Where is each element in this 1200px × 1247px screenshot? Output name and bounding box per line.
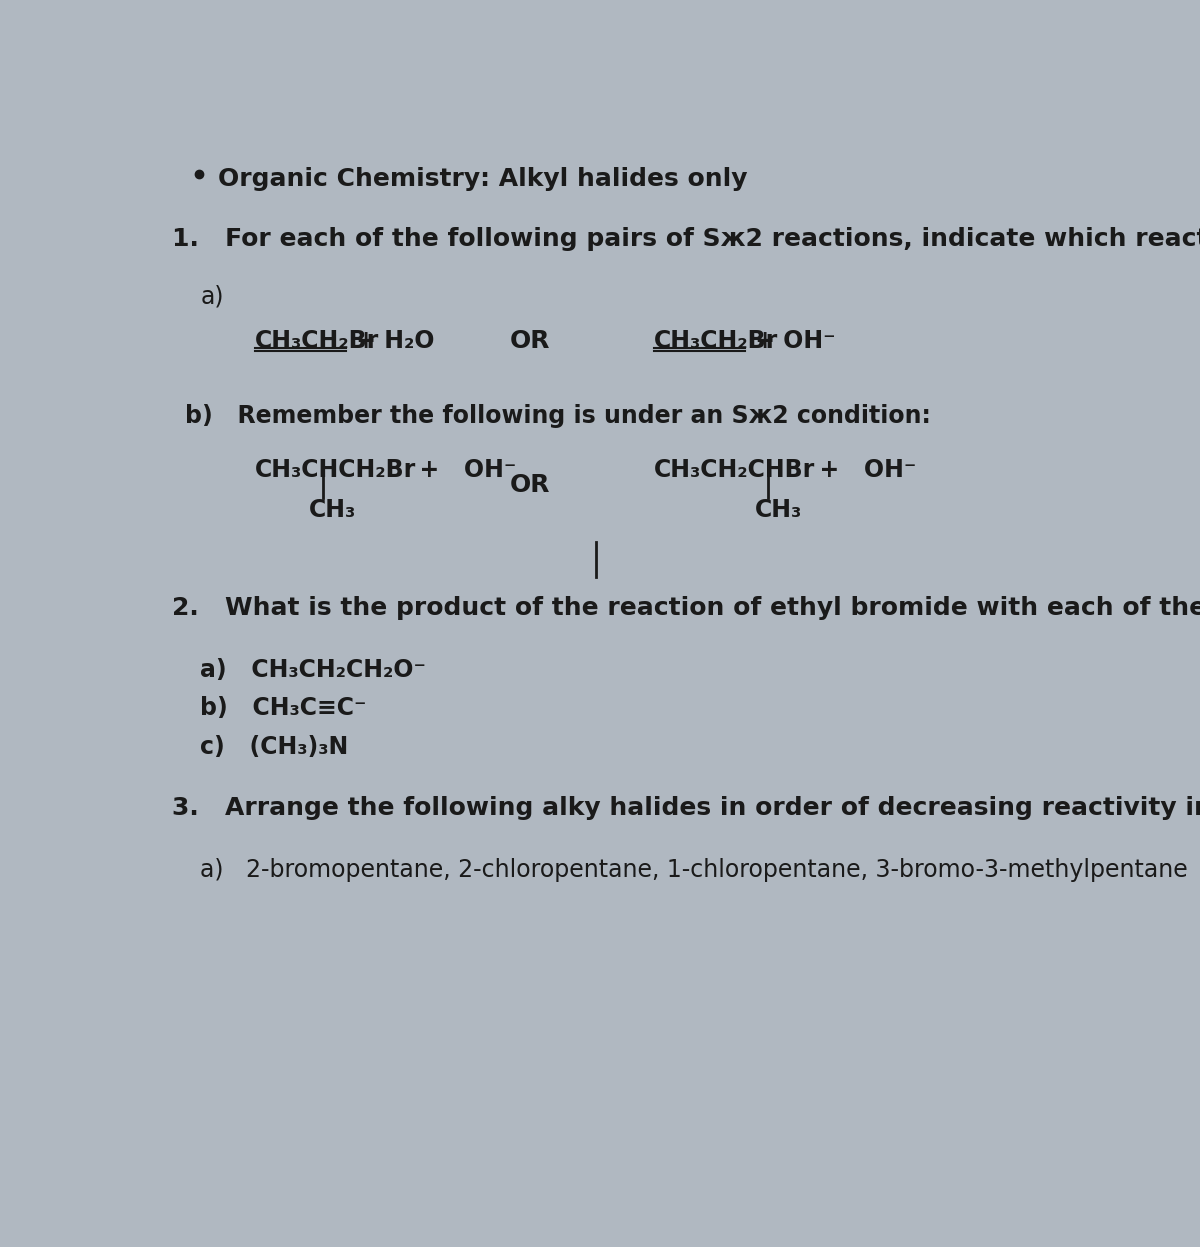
Text: OR: OR bbox=[510, 329, 550, 353]
Text: CH₃: CH₃ bbox=[755, 498, 802, 521]
Text: c)   (CH₃)₃N: c) (CH₃)₃N bbox=[200, 734, 349, 759]
Text: b)   Remember the following is under an Sж2 condition:: b) Remember the following is under an Sж… bbox=[185, 404, 931, 428]
Text: a): a) bbox=[200, 284, 224, 308]
Text: Organic Chemistry: Alkyl halides only: Organic Chemistry: Alkyl halides only bbox=[218, 167, 748, 191]
Text: +   OH⁻: + OH⁻ bbox=[803, 458, 916, 481]
Text: CH₃CH₂Br: CH₃CH₂Br bbox=[254, 329, 379, 353]
Text: + H₂O: + H₂O bbox=[348, 329, 434, 353]
Text: CH₃CHCH₂Br: CH₃CHCH₂Br bbox=[254, 458, 416, 481]
Text: +   OH⁻: + OH⁻ bbox=[403, 458, 517, 481]
Text: OR: OR bbox=[510, 473, 550, 498]
Text: 1.   For each of the following pairs of Sж2 reactions, indicate which reaction o: 1. For each of the following pairs of Sж… bbox=[172, 227, 1200, 251]
Text: CH₃: CH₃ bbox=[308, 498, 356, 521]
Text: 3.   Arrange the following alky halides in order of decreasing reactivity in an : 3. Arrange the following alky halides in… bbox=[172, 797, 1200, 821]
Text: b)   CH₃C≡C⁻: b) CH₃C≡C⁻ bbox=[200, 696, 367, 721]
Text: + OH⁻: + OH⁻ bbox=[746, 329, 835, 353]
Text: CH₃CH₂CHBr: CH₃CH₂CHBr bbox=[654, 458, 815, 481]
Text: a)   CH₃CH₂CH₂O⁻: a) CH₃CH₂CH₂O⁻ bbox=[200, 658, 426, 682]
Text: a)   2-bromopentane, 2-chloropentane, 1-chloropentane, 3-bromo-3-methylpentane: a) 2-bromopentane, 2-chloropentane, 1-ch… bbox=[200, 858, 1188, 882]
Text: CH₃CH₂Br: CH₃CH₂Br bbox=[654, 329, 778, 353]
Text: 2.   What is the product of the reaction of ethyl bromide with each of the follo: 2. What is the product of the reaction o… bbox=[172, 596, 1200, 620]
